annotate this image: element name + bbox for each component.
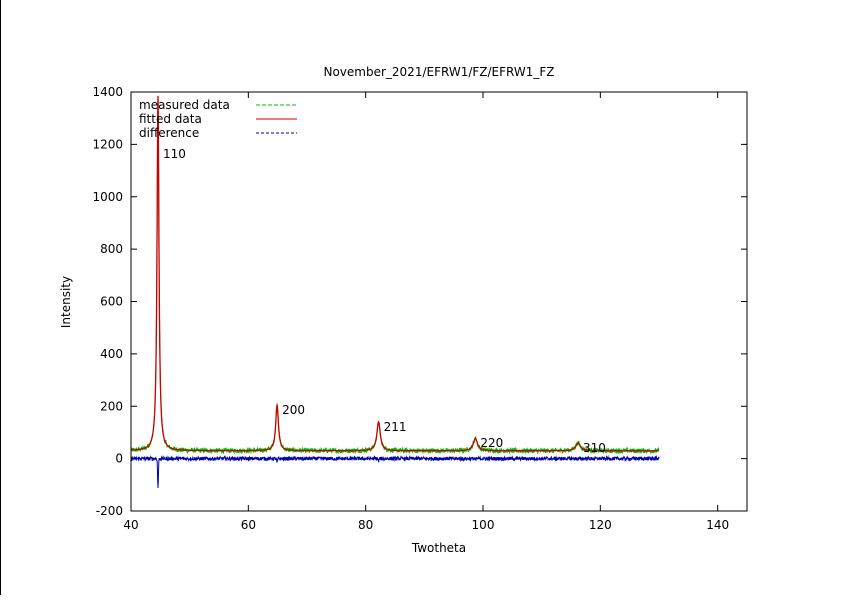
series-difference — [130, 454, 660, 488]
peak-label: 310 — [583, 441, 606, 455]
peak-label: 200 — [282, 403, 305, 417]
legend-label: fitted data — [139, 112, 202, 126]
legend-label: measured data — [139, 98, 230, 112]
window-left-border — [0, 0, 1, 595]
peak-label: 110 — [163, 147, 186, 161]
plot-area — [130, 95, 660, 488]
x-tick-label: 40 — [123, 518, 138, 532]
chart-title: November_2021/EFRW1/FZ/EFRW1_FZ — [323, 65, 554, 79]
axis-ticks: 40 60 80 100 120 140 -200 0 200 400 600 800 1000 1200… — [92, 85, 747, 532]
plot-frame — [130, 91, 748, 512]
peak-label: 220 — [480, 436, 503, 450]
y-tick-label: 800 — [100, 242, 123, 256]
peak-labels: 110 200 211 220 310 — [163, 147, 606, 455]
y-tick-label: 0 — [115, 452, 123, 466]
y-tick-label: 400 — [100, 347, 123, 361]
y-tick-label: -200 — [96, 504, 123, 518]
y-tick-label: 1000 — [92, 190, 123, 204]
y-tick-label: 200 — [100, 399, 123, 413]
y-tick-label: 1400 — [92, 85, 123, 99]
x-axis-label: Twotheta — [411, 541, 466, 555]
x-tick-label: 80 — [358, 518, 373, 532]
x-tick-label: 140 — [706, 518, 729, 532]
y-tick-label: 600 — [100, 295, 123, 309]
series-measured-data — [130, 96, 660, 455]
x-tick-label: 120 — [589, 518, 612, 532]
x-tick-label: 60 — [241, 518, 256, 532]
series-fitted-data — [130, 95, 659, 452]
legend-label: difference — [139, 126, 199, 140]
x-tick-label: 100 — [472, 518, 495, 532]
peak-label: 211 — [384, 420, 407, 434]
y-axis-label: Intensity — [59, 276, 73, 328]
y-tick-label: 1200 — [92, 137, 123, 151]
